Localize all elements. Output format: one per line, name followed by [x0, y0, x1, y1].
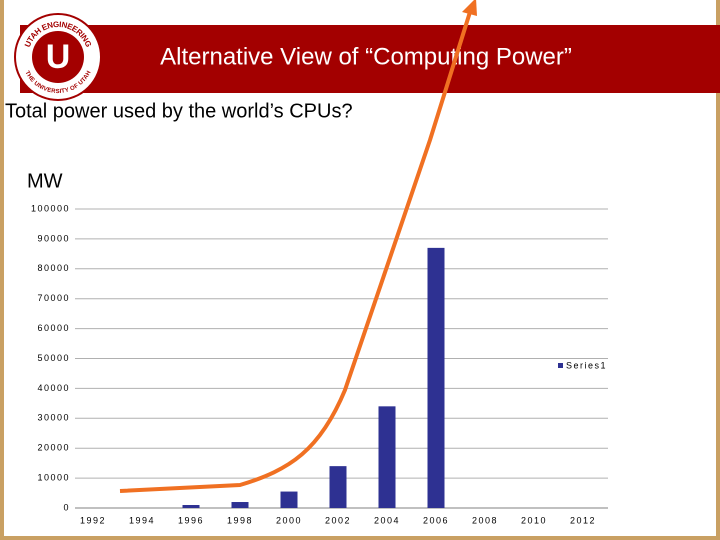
logo-letter: U — [46, 38, 71, 76]
y-tick-label: 40000 — [37, 383, 70, 393]
bar — [427, 247, 445, 508]
y-tick-label: 60000 — [37, 323, 70, 333]
bar — [231, 502, 249, 508]
x-tick-label: 2008 — [472, 515, 498, 525]
y-tick-label: 0 — [63, 502, 70, 512]
x-tick-label: 2010 — [521, 515, 547, 525]
y-axis-label: MW — [27, 170, 63, 192]
legend-swatch — [558, 363, 563, 368]
y-tick-label: 30000 — [37, 413, 70, 423]
bar — [329, 466, 347, 508]
x-tick-label: 2002 — [325, 515, 351, 525]
y-tick-label: 80000 — [37, 263, 70, 273]
y-tick-label: 50000 — [37, 353, 70, 363]
x-tick-label: 1998 — [227, 515, 253, 525]
y-tick-label: 90000 — [37, 233, 70, 243]
y-tick-label: 20000 — [37, 443, 70, 453]
plot: 0 10000 20000 30000 40000 50000 60000 70000 8000… — [31, 203, 608, 525]
x-tick-label: 2012 — [570, 515, 596, 525]
y-tick-label: 70000 — [37, 293, 70, 303]
x-tick-label: 2004 — [374, 515, 400, 525]
x-tick-label: 1994 — [129, 515, 155, 525]
slide-title: Alternative View of “Computing Power” — [160, 43, 572, 70]
y-tick-label: 10000 — [37, 472, 70, 482]
y-tick-label: 100000 — [31, 203, 70, 213]
arrow-head — [462, 0, 477, 16]
header-band — [20, 25, 720, 93]
bar — [378, 406, 396, 508]
trend-arrow — [119, 11, 472, 493]
x-tick-label: 2006 — [423, 515, 449, 525]
x-tick-label: 1996 — [178, 515, 204, 525]
subtitle: Total power used by the world’s CPUs? — [5, 100, 353, 122]
x-tick-label: 2000 — [276, 515, 302, 525]
legend-label: Series1 — [566, 360, 607, 370]
logo-inner — [32, 31, 84, 83]
bar — [182, 505, 200, 508]
logo: U UTAH ENGINEERING THE UNIVERSITY OF UTA… — [14, 13, 102, 101]
x-tick-label: 1992 — [80, 515, 106, 525]
bar — [280, 491, 298, 508]
